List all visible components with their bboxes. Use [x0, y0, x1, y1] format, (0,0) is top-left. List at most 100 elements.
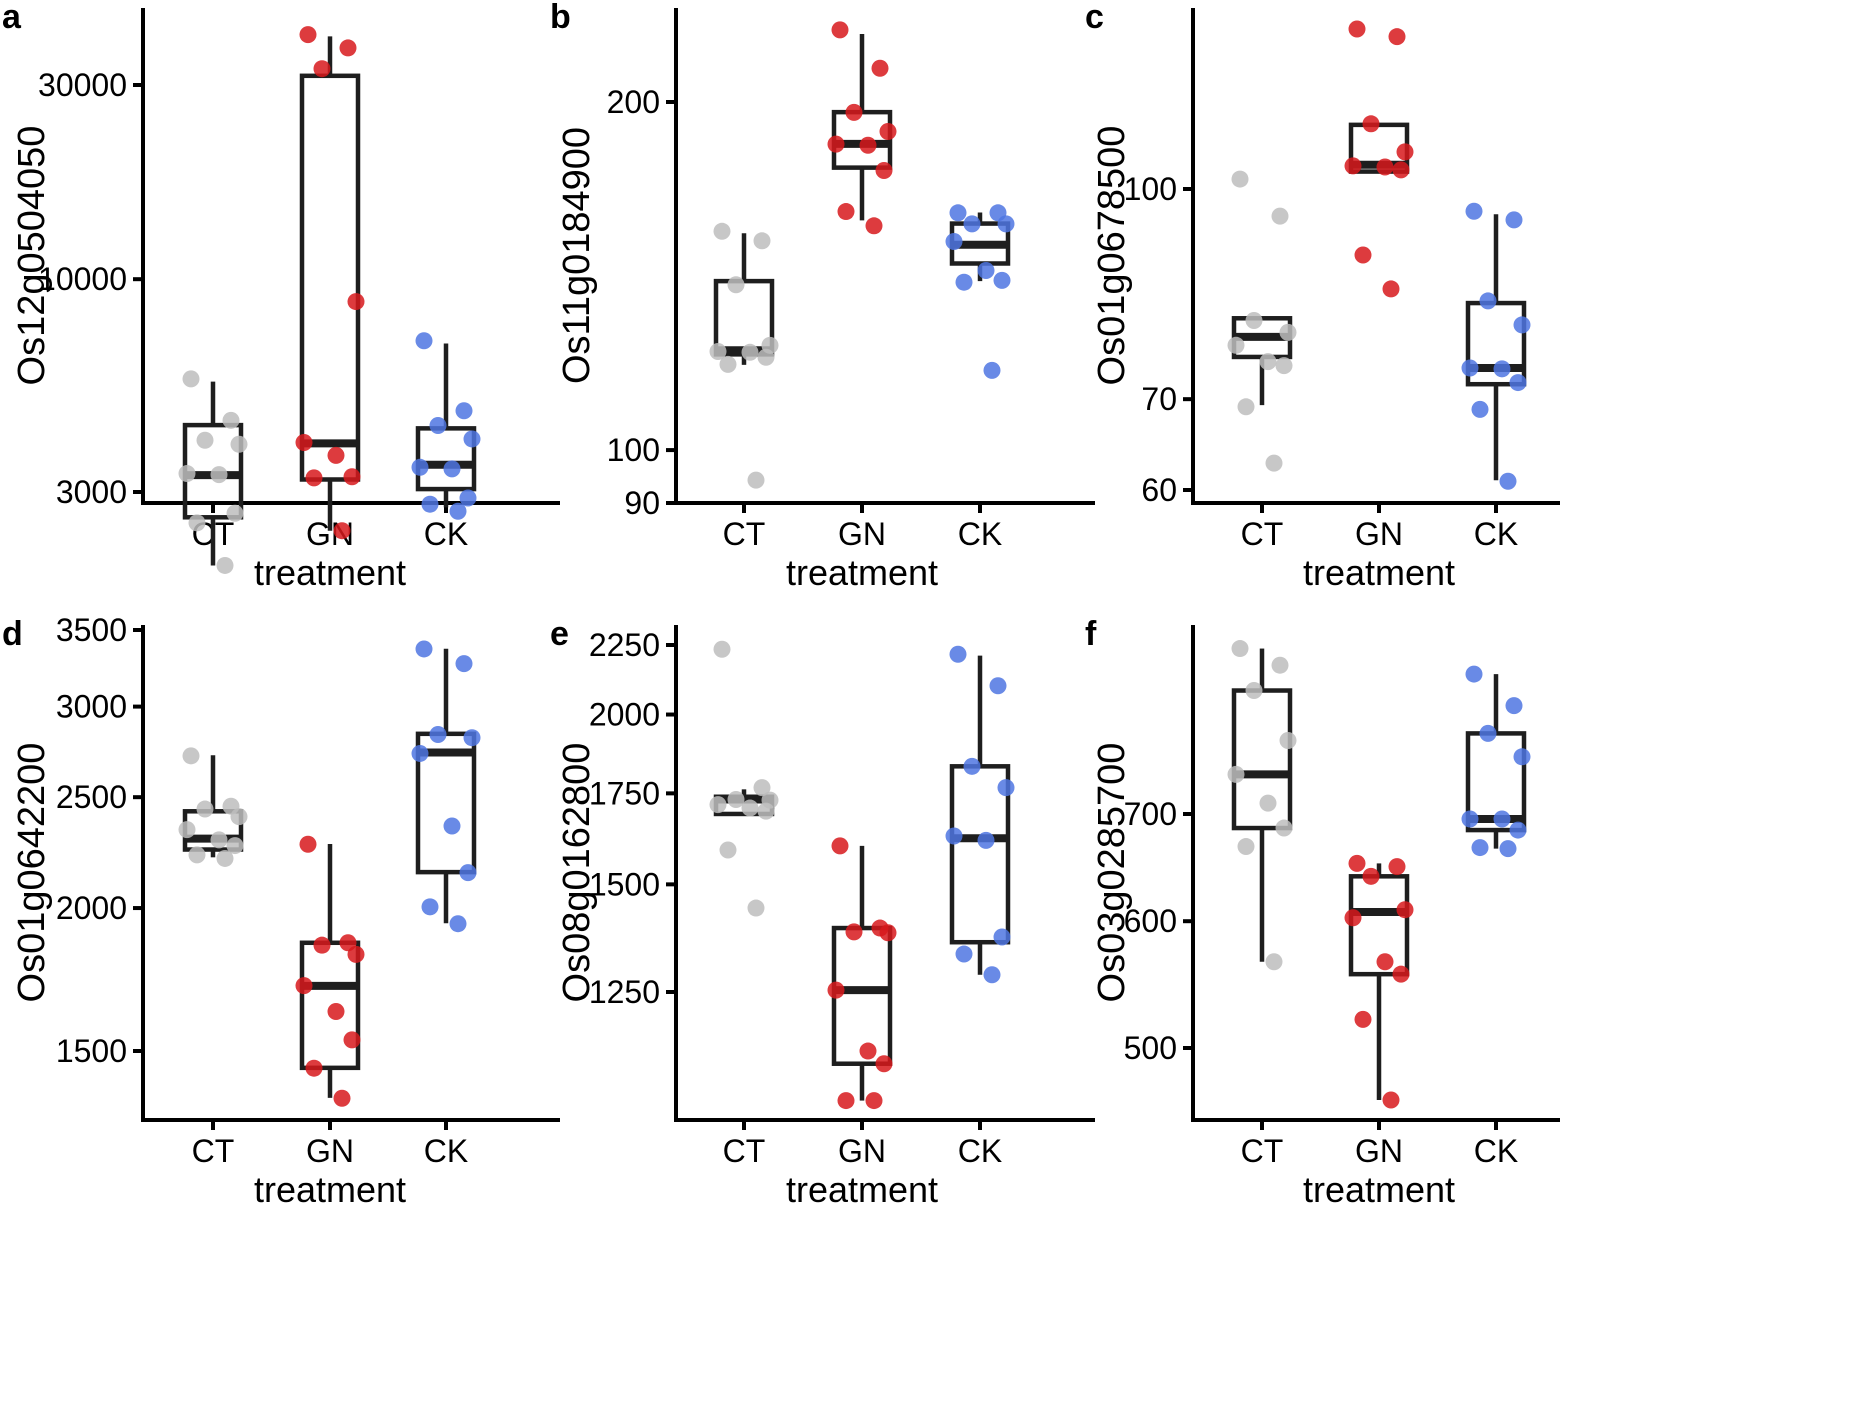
data-point — [226, 504, 244, 522]
data-point — [1362, 867, 1380, 885]
data-point — [1376, 953, 1394, 971]
data-point — [757, 802, 775, 820]
boxplot-CT — [709, 222, 779, 489]
y-tick-label: 60 — [1141, 472, 1177, 508]
y-tick-label: 90 — [624, 485, 660, 521]
boxplot-CK — [411, 332, 481, 520]
data-point — [178, 821, 196, 839]
y-tick-label: 100 — [607, 432, 660, 468]
data-point — [333, 1089, 351, 1107]
data-point — [429, 726, 447, 744]
data-point — [1505, 697, 1523, 715]
data-point — [305, 469, 323, 487]
y-tick-label: 1250 — [589, 974, 660, 1010]
panel-label: c — [1085, 0, 1104, 36]
boxplot-GN — [1344, 20, 1414, 298]
boxplot-CT — [178, 370, 248, 574]
data-point — [955, 945, 973, 963]
x-tick-label: CK — [1474, 516, 1518, 552]
y-tick-label: 70 — [1141, 381, 1177, 417]
data-point — [411, 744, 429, 762]
y-tick-label: 2500 — [56, 779, 127, 815]
data-point — [989, 677, 1007, 695]
data-point — [1479, 724, 1497, 742]
y-tick-label: 1500 — [589, 866, 660, 902]
data-point — [1259, 794, 1277, 812]
data-point — [196, 800, 214, 818]
data-point — [949, 645, 967, 663]
x-axis-title: treatment — [786, 552, 938, 593]
x-tick-label: CK — [424, 1133, 468, 1169]
boxplot-GN — [827, 837, 897, 1110]
boxplot-CK — [1461, 665, 1531, 858]
box-iqr — [299, 940, 361, 1071]
x-tick-label: CK — [958, 516, 1002, 552]
y-tick-label: 700 — [1124, 796, 1177, 832]
data-point — [879, 924, 897, 942]
data-point — [977, 831, 995, 849]
data-point — [1471, 400, 1489, 418]
data-point — [1237, 838, 1255, 856]
data-point — [463, 430, 481, 448]
boxplot-GN — [295, 26, 365, 540]
data-point — [295, 977, 313, 995]
panel-label: a — [2, 0, 22, 36]
data-point — [421, 898, 439, 916]
data-point — [1392, 965, 1410, 983]
data-point — [865, 217, 883, 235]
boxplot-CK — [945, 204, 1015, 379]
panel-label: e — [550, 615, 569, 653]
data-point — [859, 1042, 877, 1060]
x-tick-label: GN — [1355, 516, 1403, 552]
data-point — [196, 431, 214, 449]
data-point — [997, 779, 1015, 797]
y-tick-label: 3000 — [56, 474, 127, 510]
data-point — [295, 433, 313, 451]
y-axis-title: Os12g0504050 — [11, 126, 53, 386]
box-iqr — [299, 73, 361, 482]
y-tick-label: 500 — [1124, 1030, 1177, 1066]
data-point — [1275, 819, 1293, 837]
data-point — [1348, 854, 1366, 872]
data-point — [459, 489, 477, 507]
data-point — [188, 846, 206, 864]
data-point — [727, 790, 745, 808]
data-point — [977, 261, 995, 279]
data-point — [443, 817, 461, 835]
data-point — [1245, 682, 1263, 700]
data-point — [1348, 20, 1366, 38]
data-point — [343, 1031, 361, 1049]
data-point — [993, 928, 1011, 946]
data-point — [1392, 161, 1410, 179]
data-point — [449, 502, 467, 520]
x-tick-label: CK — [424, 516, 468, 552]
data-point — [983, 361, 1001, 379]
data-point — [1465, 665, 1483, 683]
x-tick-label: GN — [838, 516, 886, 552]
data-point — [713, 222, 731, 240]
data-point — [993, 271, 1011, 289]
data-point — [299, 835, 317, 853]
data-point — [339, 39, 357, 57]
data-point — [1231, 640, 1249, 658]
data-point — [945, 827, 963, 845]
data-point — [709, 342, 727, 360]
boxplot-GN — [295, 835, 365, 1107]
data-point — [1227, 336, 1245, 354]
data-point — [178, 465, 196, 483]
data-point — [831, 837, 849, 855]
x-axis-title: treatment — [1303, 1169, 1455, 1210]
data-point — [845, 923, 863, 941]
y-axis-title: Os03g0285700 — [1091, 743, 1133, 1003]
x-tick-label: GN — [838, 1133, 886, 1169]
y-tick-label: 3000 — [56, 689, 127, 725]
data-point — [1465, 202, 1483, 220]
y-axis-title: Os11g0184900 — [556, 127, 598, 384]
data-point — [1493, 360, 1511, 378]
panel-label: d — [2, 615, 23, 653]
x-tick-label: CT — [723, 516, 766, 552]
data-point — [871, 59, 889, 77]
data-point — [415, 640, 433, 658]
